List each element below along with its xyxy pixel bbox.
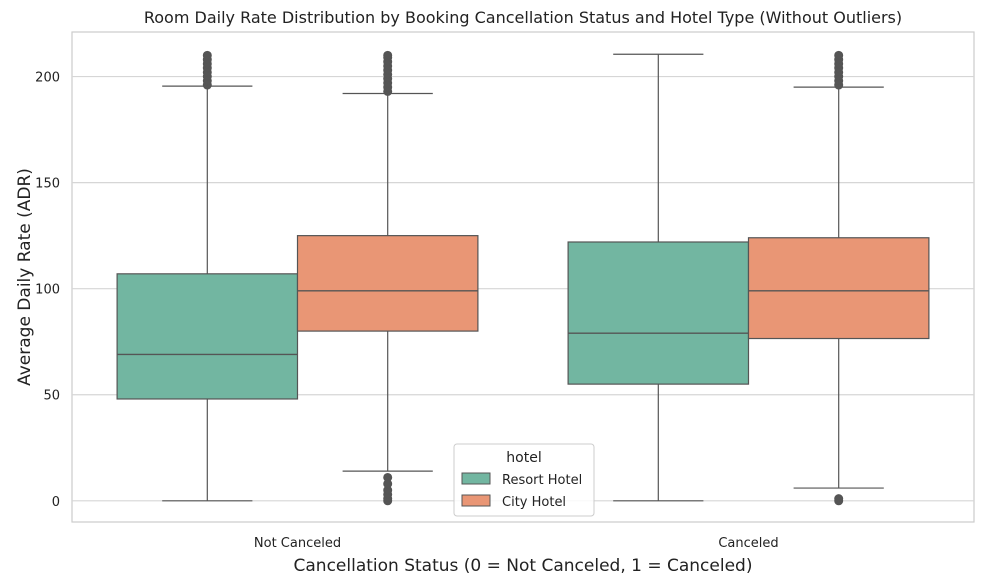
legend-label-resort-hotel: Resort Hotel [502,473,582,488]
x-tick-label: Not Canceled [254,536,341,551]
chart-title: Room Daily Rate Distribution by Booking … [144,8,902,27]
y-tick-labels: 0 50 100 150 200 [35,71,60,510]
box-city-hotel-not-canceled [296,235,479,332]
legend-label-city-hotel: City Hotel [502,495,566,510]
y-tick-label: 50 [43,389,60,404]
outlier-point [383,50,393,60]
outlier-point [383,472,393,482]
outlier-point [834,50,844,60]
y-tick-label: 100 [35,283,60,298]
x-tick-label: Canceled [718,536,778,551]
legend-swatch-city-hotel [461,494,491,507]
legend-swatch-resort-hotel [461,472,491,485]
legend: hotel Resort Hotel City Hotel [453,443,595,517]
outlier-point [834,494,844,504]
box-resort-hotel-canceled [567,241,750,385]
box-resort-hotel-not-canceled [116,273,299,400]
x-tick-labels: Not Canceled Canceled [254,536,779,551]
y-tick-label: 200 [35,71,60,86]
y-tick-label: 0 [52,495,60,510]
box-city-hotel-canceled [747,237,930,340]
x-axis-label: Cancellation Status (0 = Not Canceled, 1… [294,556,753,576]
legend-title: hotel [506,450,541,466]
y-axis-label: Average Daily Rate (ADR) [15,168,35,386]
y-tick-label: 150 [35,177,60,192]
box-plots [116,50,930,506]
outlier-point [202,50,212,60]
